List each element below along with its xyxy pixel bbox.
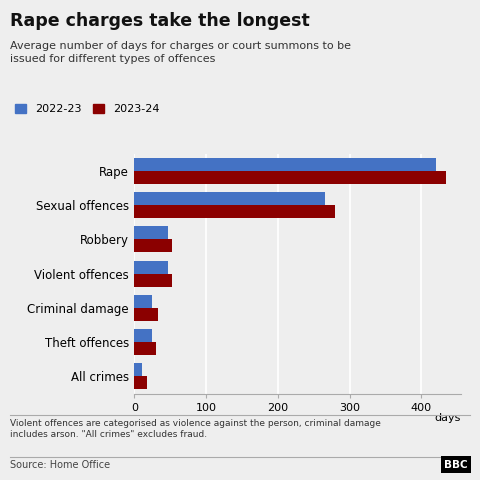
Bar	[134, 240, 172, 252]
Bar	[134, 158, 436, 171]
Bar	[134, 192, 324, 205]
Bar	[134, 342, 156, 355]
Bar	[134, 261, 168, 274]
Bar	[134, 226, 168, 240]
Bar	[134, 363, 142, 376]
Bar	[134, 376, 147, 389]
Bar	[134, 308, 158, 321]
Text: days: days	[434, 413, 461, 423]
Bar	[134, 274, 172, 287]
Bar	[134, 205, 335, 218]
Text: Rape charges take the longest: Rape charges take the longest	[10, 12, 309, 30]
Bar	[134, 329, 152, 342]
Text: Violent offences are categorised as violence against the person, criminal damage: Violent offences are categorised as viol…	[10, 419, 381, 439]
Legend: 2022-23, 2023-24: 2022-23, 2023-24	[15, 104, 159, 114]
Text: Source: Home Office: Source: Home Office	[10, 460, 110, 470]
Bar	[134, 295, 152, 308]
Text: Average number of days for charges or court summons to be
issued for different t: Average number of days for charges or co…	[10, 41, 350, 64]
Bar	[134, 171, 446, 184]
Text: BBC: BBC	[444, 460, 468, 470]
